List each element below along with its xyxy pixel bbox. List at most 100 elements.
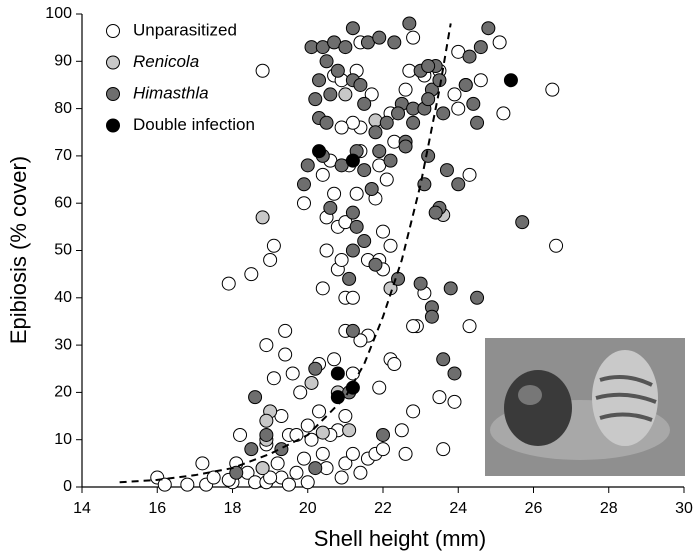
scatter-point: [334, 120, 349, 135]
scatter-point: [330, 390, 345, 405]
scatter-point: [338, 40, 353, 55]
scatter-point: [447, 87, 462, 102]
scatter-point: [285, 366, 300, 381]
scatter-point: [424, 309, 439, 324]
scatter-point: [473, 73, 488, 88]
scatter-point: [233, 427, 248, 442]
y-tick-label: 10: [54, 431, 72, 448]
scatter-point: [428, 205, 443, 220]
scatter-point: [368, 125, 383, 140]
scatter-point: [357, 163, 372, 178]
scatter-point: [376, 224, 390, 239]
scatter-point: [383, 153, 398, 168]
scatter-point: [338, 409, 353, 424]
scatter-point: [391, 106, 406, 121]
legend-label: Renicola: [133, 52, 199, 71]
scatter-point: [334, 470, 349, 485]
scatter-point: [293, 385, 308, 400]
scatter-point: [221, 276, 236, 291]
scatter-point: [364, 87, 379, 102]
scatter-point: [349, 219, 364, 234]
y-tick-label: 50: [54, 242, 72, 259]
scatter-point: [296, 196, 311, 211]
scatter-point: [323, 87, 338, 102]
scatter-point: [330, 366, 345, 381]
photo-snail-highlight: [518, 385, 542, 405]
scatter-point: [315, 167, 330, 182]
scatter-point: [281, 477, 296, 492]
scatter-point: [195, 456, 210, 471]
x-tick-label: 24: [449, 500, 467, 517]
scatter-point: [436, 442, 451, 457]
scatter-point: [439, 163, 454, 178]
scatter-point: [206, 470, 221, 485]
trend-line: [119, 23, 452, 484]
x-tick-label: 16: [148, 500, 166, 517]
scatter-point: [421, 92, 436, 107]
y-tick-label: 40: [54, 289, 72, 306]
scatter-point: [278, 347, 293, 362]
scatter-point: [492, 35, 507, 50]
scatter-point: [266, 238, 281, 253]
scatter-point: [334, 252, 349, 267]
scatter-point: [406, 404, 421, 419]
scatter-point: [398, 82, 413, 97]
x-tick-label: 30: [675, 500, 693, 517]
scatter-point: [323, 200, 338, 215]
scatter-point: [300, 475, 315, 490]
scatter-point: [345, 153, 360, 168]
scatter-point: [432, 73, 447, 88]
legend-label: Himasthla: [133, 83, 209, 102]
photo-snail-dark: [504, 370, 572, 446]
scatter-point: [357, 234, 372, 249]
scatter-point: [266, 371, 281, 386]
scatter-point: [296, 177, 311, 192]
scatter-point: [372, 30, 387, 45]
scatter-point: [368, 113, 383, 128]
scatter-point: [383, 238, 398, 253]
legend-marker: [106, 87, 120, 101]
scatter-point: [345, 205, 360, 220]
scatter-point: [432, 390, 447, 405]
scatter-point: [342, 271, 357, 286]
photo-inset: [485, 338, 685, 476]
x-tick-label: 14: [73, 500, 91, 517]
scatter-point: [364, 182, 379, 197]
scatter-point: [357, 96, 372, 111]
scatter-point: [379, 115, 394, 130]
scatter-point: [345, 323, 360, 338]
scatter-point: [353, 465, 368, 480]
scatter-point: [263, 470, 278, 485]
scatter-point: [244, 442, 259, 457]
scatter-point: [229, 465, 244, 480]
legend-marker: [106, 24, 120, 38]
scatter-point: [342, 423, 357, 438]
scatter-point: [349, 186, 364, 201]
scatter-point: [274, 442, 289, 457]
scatter-point: [278, 323, 293, 338]
scatter-point: [353, 333, 368, 348]
scatter-point: [466, 96, 481, 111]
x-tick-label: 28: [600, 500, 618, 517]
scatter-point: [270, 456, 285, 471]
scatter-point: [345, 243, 360, 258]
scatter-point: [312, 404, 327, 419]
scatter-point: [376, 442, 390, 457]
legend-label: Unparasitized: [133, 20, 237, 39]
scatter-point: [443, 281, 458, 296]
scatter-point: [413, 276, 428, 291]
scatter-point: [406, 30, 421, 45]
scatter-point: [255, 210, 270, 225]
scatter-point: [372, 380, 387, 395]
scatter-point: [319, 115, 334, 130]
legend-marker: [106, 55, 120, 70]
y-tick-label: 30: [54, 336, 72, 353]
x-tick-label: 22: [374, 500, 392, 517]
scatter-point: [304, 375, 319, 390]
scatter-point: [402, 16, 417, 31]
scatter-point: [263, 252, 278, 267]
scatter-point: [436, 352, 451, 367]
scatter-point: [345, 446, 360, 461]
x-axis-title: Shell height (mm): [314, 526, 486, 551]
